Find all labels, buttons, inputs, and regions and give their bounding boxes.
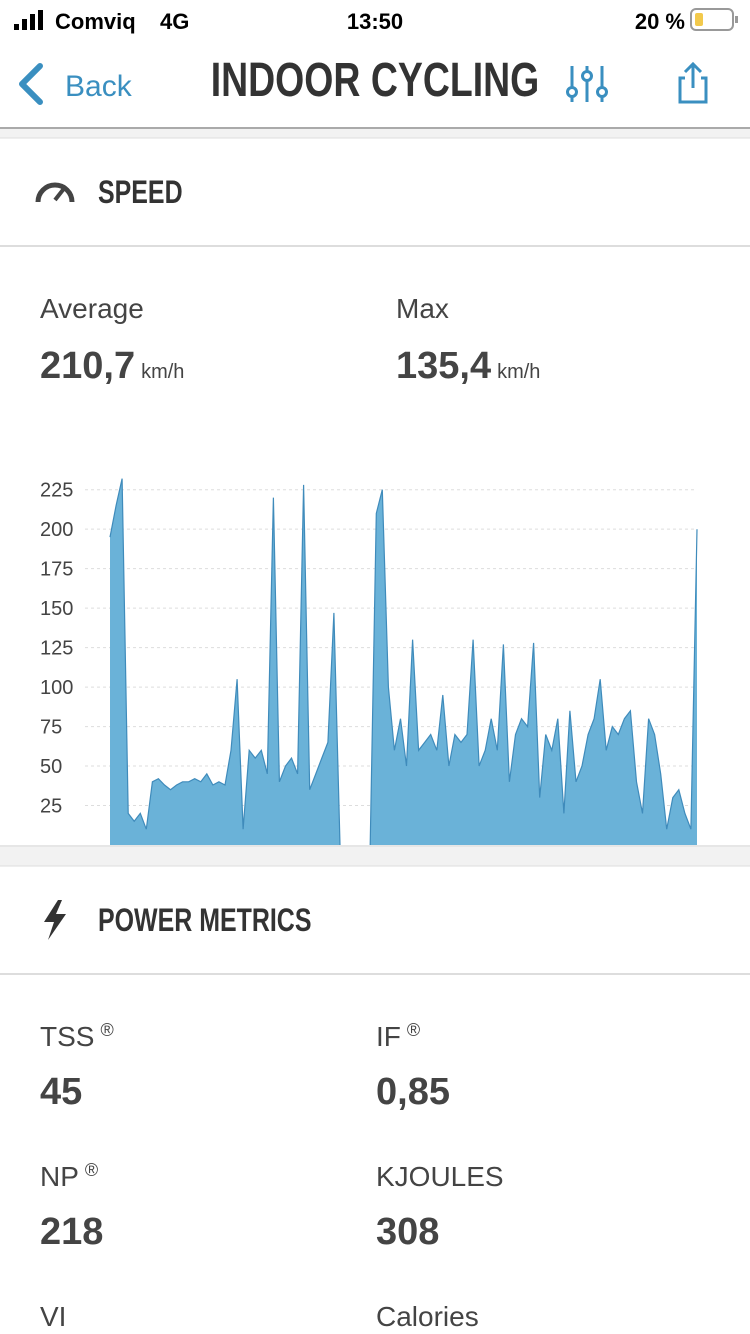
back-chevron[interactable] bbox=[19, 63, 43, 105]
y-tick-label: 125 bbox=[40, 638, 73, 660]
status-bar: Comviq 4G 13:50 20 % bbox=[14, 8, 738, 34]
metric-name: IF bbox=[376, 1021, 401, 1052]
knob[interactable] bbox=[566, 86, 578, 98]
metric-label: NP ® bbox=[40, 1160, 98, 1192]
y-tick-label: 25 bbox=[40, 796, 62, 818]
metric-name: TSS bbox=[40, 1021, 94, 1052]
area-line bbox=[369, 489, 698, 846]
metric-label: IF ® bbox=[376, 1020, 420, 1052]
knob[interactable] bbox=[596, 86, 608, 98]
metric-label: TSS ® bbox=[40, 1020, 114, 1052]
metric-name: NP bbox=[40, 1161, 79, 1192]
filter-button[interactable] bbox=[566, 66, 608, 102]
gauge-icon bbox=[35, 182, 75, 203]
network: 4G bbox=[160, 9, 189, 34]
metric-value: 218 bbox=[40, 1211, 103, 1253]
section-title: SPEED bbox=[98, 175, 183, 211]
stat: 210,7 km/h bbox=[40, 345, 184, 387]
registered-mark: ® bbox=[85, 1160, 98, 1180]
signal-bar bbox=[22, 19, 27, 30]
metric-value: 45 bbox=[40, 1071, 82, 1113]
speed-header: SPEED bbox=[35, 175, 183, 211]
metric-label: Calories bbox=[376, 1301, 479, 1332]
y-tick-label: 200 bbox=[40, 519, 73, 541]
stat-label: Average bbox=[40, 293, 144, 324]
signal-bar bbox=[38, 10, 43, 30]
area bbox=[370, 489, 697, 845]
y-tick-label: 75 bbox=[40, 717, 62, 739]
metric-label: VI bbox=[40, 1301, 66, 1332]
bolt-icon bbox=[44, 900, 66, 940]
battery-level: 20 % bbox=[635, 9, 685, 34]
power-header: POWER METRICS bbox=[44, 900, 311, 940]
speed-chart: 25 50 75 100 125 150 175 200 225 bbox=[40, 478, 698, 846]
battery-tip bbox=[735, 16, 738, 23]
section-title: POWER METRICS bbox=[98, 903, 311, 939]
gauge-needle bbox=[53, 184, 68, 202]
metric-name: Calories bbox=[376, 1301, 479, 1332]
signal-bar bbox=[14, 24, 19, 30]
stat-unit: km/h bbox=[141, 361, 184, 383]
area bbox=[110, 478, 340, 845]
share-arrow[interactable] bbox=[683, 61, 703, 88]
registered-mark: ® bbox=[100, 1020, 113, 1040]
y-tick-label: 50 bbox=[40, 756, 62, 778]
share-box[interactable] bbox=[678, 76, 708, 104]
page-title: INDOOR CYCLING bbox=[211, 54, 540, 108]
y-tick-label: 225 bbox=[40, 480, 73, 502]
back-button[interactable]: Back bbox=[19, 63, 133, 105]
share-button[interactable] bbox=[678, 61, 708, 104]
battery bbox=[690, 8, 734, 31]
metric-value: 0,85 bbox=[376, 1071, 450, 1113]
stat-value: 135,4 bbox=[396, 345, 491, 387]
area-line bbox=[109, 478, 341, 846]
stat: 135,4 km/h bbox=[396, 345, 540, 387]
metric-value: 308 bbox=[376, 1211, 439, 1253]
metric-name: KJOULES bbox=[376, 1161, 504, 1192]
carrier: Comviq bbox=[55, 9, 136, 34]
stat-unit: km/h bbox=[497, 361, 540, 383]
stat-label: Max bbox=[396, 293, 449, 324]
y-tick-label: 150 bbox=[40, 598, 73, 620]
registered-mark: ® bbox=[407, 1020, 420, 1040]
y-tick-label: 175 bbox=[40, 559, 73, 581]
separator bbox=[0, 847, 750, 866]
battery-fill bbox=[695, 13, 703, 26]
stat-value: 210,7 bbox=[40, 345, 135, 387]
metric-label: KJOULES bbox=[376, 1161, 504, 1192]
back-label[interactable]: Back bbox=[65, 70, 133, 103]
metrics: TSS ® 45 IF ® 0,85 NP ® 218 KJOULES 308 VI Calories bbox=[40, 1020, 504, 1332]
y-tick-label: 100 bbox=[40, 677, 73, 699]
clock: 13:50 bbox=[347, 9, 403, 34]
separator bbox=[0, 129, 750, 138]
knob[interactable] bbox=[581, 70, 593, 82]
signal-bar bbox=[30, 14, 35, 30]
metric-name: VI bbox=[40, 1301, 66, 1332]
